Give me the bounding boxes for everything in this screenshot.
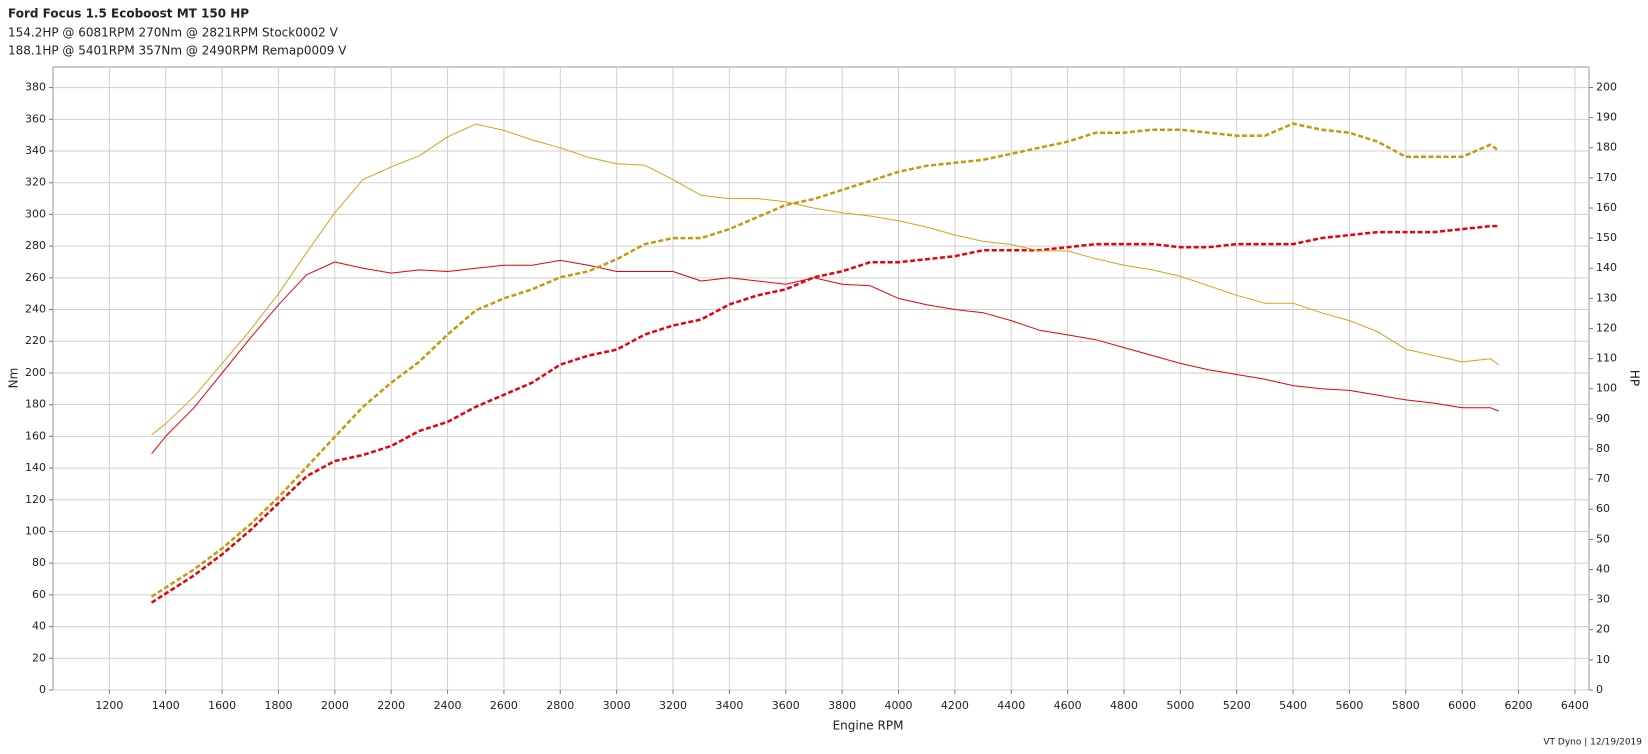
x-tick-label: 4800 xyxy=(1110,699,1138,712)
y-tick-label: 60 xyxy=(32,588,46,601)
y-tick-label: 240 xyxy=(25,303,46,316)
x-axis-label: Engine RPM xyxy=(833,719,904,733)
x-tick-label: 1400 xyxy=(152,699,180,712)
y-tick-label: 0 xyxy=(39,683,46,696)
y2-tick-label: 120 xyxy=(1596,321,1617,334)
y-tick-label: 260 xyxy=(25,271,46,284)
summary-line: 154.2HP @ 6081RPM 270Nm @ 2821RPM Stock0… xyxy=(8,26,339,40)
y2-tick-label: 80 xyxy=(1596,442,1610,455)
x-tick-label: 6400 xyxy=(1561,699,1589,712)
y-tick-label: 300 xyxy=(25,207,46,220)
y2-tick-label: 200 xyxy=(1596,80,1617,93)
series-line xyxy=(150,224,1499,604)
y-tick-label: 380 xyxy=(25,81,46,94)
x-tick-label: 1600 xyxy=(208,699,236,712)
x-tick-label: 4400 xyxy=(997,699,1025,712)
y2-tick-label: 160 xyxy=(1596,201,1617,214)
x-tick-label: 1200 xyxy=(95,699,123,712)
series-line xyxy=(151,123,1500,436)
x-tick-label: 2400 xyxy=(434,699,462,712)
x-tick-label: 5200 xyxy=(1223,699,1251,712)
x-tick-label: 3200 xyxy=(659,699,687,712)
y-tick-label: 80 xyxy=(32,556,46,569)
y-tick-label: 320 xyxy=(25,176,46,189)
y-tick-label: 340 xyxy=(25,144,46,157)
y2-tick-label: 20 xyxy=(1596,623,1610,636)
y2-tick-label: 130 xyxy=(1596,291,1617,304)
x-tick-label: 2600 xyxy=(490,699,518,712)
y-tick-label: 160 xyxy=(25,429,46,442)
y-tick-label: 280 xyxy=(25,239,46,252)
y2-tick-label: 170 xyxy=(1596,171,1617,184)
y2-tick-label: 150 xyxy=(1596,231,1617,244)
y2-tick-label: 90 xyxy=(1596,412,1610,425)
y2-tick-label: 40 xyxy=(1596,562,1610,575)
x-tick-label: 3800 xyxy=(828,699,856,712)
y2-tick-label: 70 xyxy=(1596,472,1610,485)
y-tick-label: 100 xyxy=(25,524,46,537)
y-tick-label: 200 xyxy=(25,366,46,379)
x-tick-label: 4600 xyxy=(1054,699,1082,712)
x-tick-label: 3000 xyxy=(603,699,631,712)
x-tick-label: 5800 xyxy=(1392,699,1420,712)
y-tick-label: 180 xyxy=(25,398,46,411)
series-line xyxy=(151,259,1499,455)
y-tick-label: 220 xyxy=(25,334,46,347)
y-tick-label: 360 xyxy=(25,112,46,125)
y-tick-label: 140 xyxy=(25,461,46,474)
chart-title: Ford Focus 1.5 Ecoboost MT 150 HP xyxy=(8,7,249,21)
x-tick-label: 6200 xyxy=(1505,699,1533,712)
summary-line: 188.1HP @ 5401RPM 357Nm @ 2490RPM Remap0… xyxy=(8,44,347,58)
x-tick-label: 3400 xyxy=(715,699,743,712)
y2-tick-label: 110 xyxy=(1596,352,1617,365)
x-tick-label: 6000 xyxy=(1448,699,1476,712)
x-tick-label: 2000 xyxy=(321,699,349,712)
y2-tick-label: 190 xyxy=(1596,111,1617,124)
y2-tick-label: 140 xyxy=(1596,261,1617,274)
y-tick-label: 120 xyxy=(25,493,46,506)
y2-tick-label: 100 xyxy=(1596,382,1617,395)
y-axis-label: Nm xyxy=(7,368,21,389)
y2-tick-label: 180 xyxy=(1596,141,1617,154)
x-tick-label: 4000 xyxy=(885,699,913,712)
y2-tick-label: 50 xyxy=(1596,532,1610,545)
y2-axis-label: HP xyxy=(1628,370,1642,386)
y-tick-label: 20 xyxy=(32,651,46,664)
x-tick-label: 5000 xyxy=(1166,699,1194,712)
x-tick-label: 2800 xyxy=(546,699,574,712)
plot-area xyxy=(52,66,1590,691)
y2-tick-label: 60 xyxy=(1596,502,1610,515)
x-tick-label: 5400 xyxy=(1279,699,1307,712)
y2-tick-label: 10 xyxy=(1596,653,1610,666)
y2-tick-label: 0 xyxy=(1596,683,1603,696)
series-line xyxy=(150,122,1500,598)
y2-tick-label: 30 xyxy=(1596,593,1610,606)
footer: VT Dyno | 12/19/2019 xyxy=(1543,738,1642,748)
y-tick-label: 40 xyxy=(32,620,46,633)
x-tick-label: 4200 xyxy=(941,699,969,712)
x-tick-label: 2200 xyxy=(377,699,405,712)
x-tick-label: 1800 xyxy=(264,699,292,712)
x-tick-label: 5600 xyxy=(1335,699,1363,712)
x-tick-label: 3600 xyxy=(772,699,800,712)
